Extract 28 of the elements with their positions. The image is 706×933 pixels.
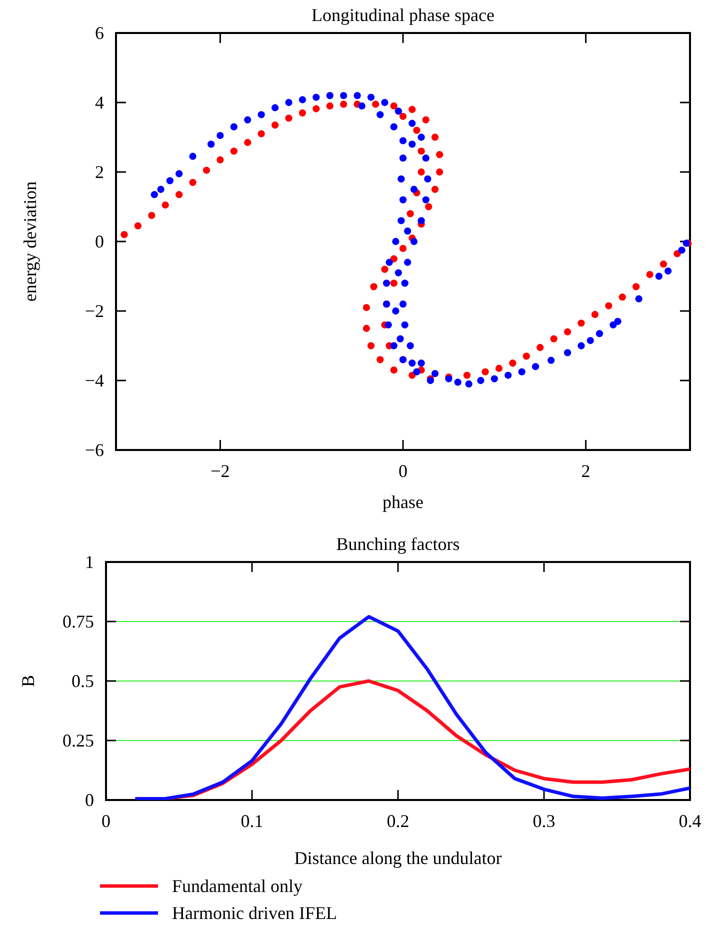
y-tick-label: 0	[85, 790, 94, 810]
x-tick-label: 0.4	[678, 810, 702, 831]
chart-title: Longitudinal phase space	[312, 5, 494, 25]
legend-label: Fundamental only	[172, 876, 302, 896]
legend-label: Harmonic driven IFEL	[172, 903, 337, 923]
x-tick-label: −2	[210, 460, 230, 481]
y-axis-title: B	[18, 674, 38, 688]
chart-title: Bunching factors	[336, 534, 460, 554]
y-tick-label: 1	[85, 552, 94, 572]
y-tick-label: 6	[95, 22, 104, 43]
y-tick-label: 0	[95, 231, 104, 252]
y-tick-label: 0.5	[72, 670, 94, 691]
y-tick-label: −6	[84, 440, 104, 460]
y-tick-label: 4	[95, 92, 104, 112]
y-tick-label: 0.75	[62, 611, 94, 632]
y-tick-label: 2	[95, 162, 104, 182]
x-axis-title: Distance along the undulator	[294, 848, 502, 868]
x-tick-label: 0.2	[386, 810, 410, 831]
y-axis-title: energy deviation	[20, 181, 40, 302]
x-tick-label: 0.1	[240, 810, 264, 831]
x-tick-label: 0.3	[532, 810, 556, 831]
x-tick-label: 0	[398, 460, 408, 481]
y-tick-label: −2	[84, 300, 104, 321]
y-tick-label: −4	[84, 370, 104, 390]
y-tick-label: 0.25	[62, 730, 94, 750]
x-axis-title: phase	[382, 492, 424, 512]
x-tick-label: 2	[581, 460, 590, 481]
line-series	[133, 614, 690, 800]
